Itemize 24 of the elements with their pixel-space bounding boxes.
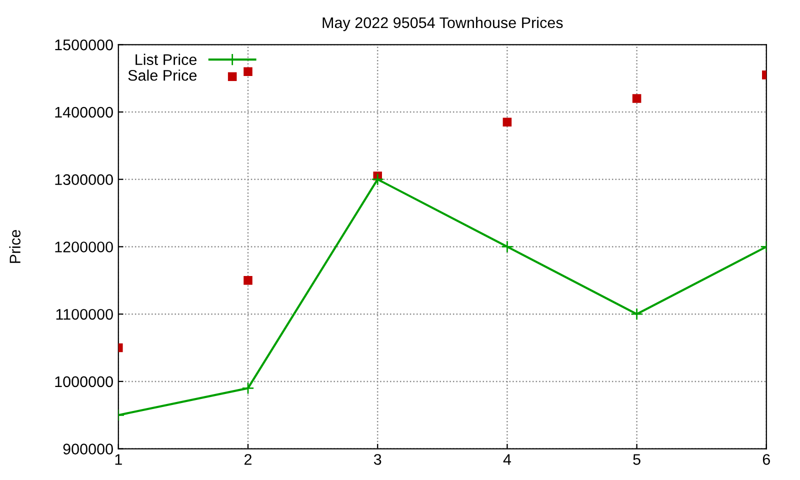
y-tick-label: 1300000: [55, 174, 113, 186]
y-tick-label: 1100000: [56, 308, 113, 320]
chart-title: May 2022 95054 Townhouse Prices: [322, 16, 563, 32]
x-tick-label: 1: [115, 454, 122, 465]
x-tick-label: 2: [244, 454, 252, 465]
point: [371, 173, 384, 186]
y-tick-label: 900000: [63, 444, 113, 454]
point: [502, 118, 512, 126]
point: [242, 382, 254, 394]
point: [500, 240, 514, 253]
legend-label: List Price: [136, 54, 197, 66]
y-axis-title: Price: [9, 230, 20, 263]
y-tick-label: 1500000: [55, 40, 113, 50]
y-tick-label: 1000000: [55, 376, 113, 388]
point: [244, 276, 252, 285]
y-tick-label: 1200000: [55, 242, 113, 252]
x-tick-label: 4: [503, 454, 511, 465]
legend-label: Sale Price: [128, 70, 197, 81]
x-tick-label: 6: [762, 454, 770, 465]
x-tick-label: 3: [374, 454, 382, 465]
point: [244, 67, 252, 76]
y-tick-label: 1400000: [55, 106, 113, 118]
x-tick-label: 5: [633, 454, 640, 465]
point: [632, 94, 642, 103]
